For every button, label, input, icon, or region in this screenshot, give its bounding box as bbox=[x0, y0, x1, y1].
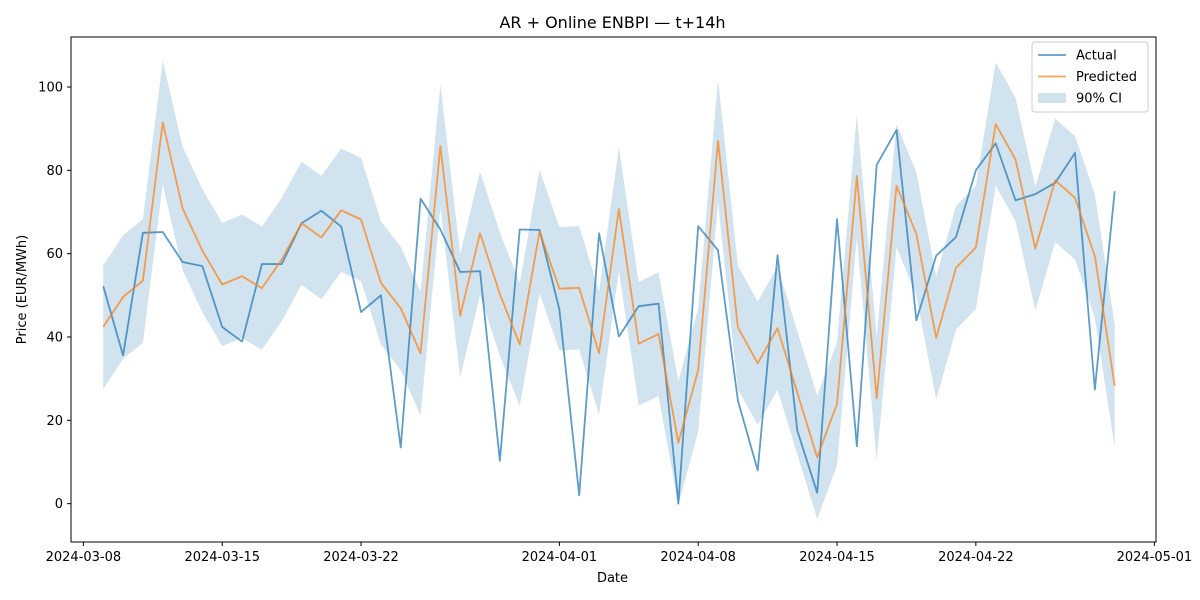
y-axis-label: Price (EUR/MWh) bbox=[15, 235, 30, 344]
x-tick-label: 2024-04-22 bbox=[938, 550, 1014, 565]
y-tick-label: 0 bbox=[55, 497, 63, 512]
plot-frame bbox=[70, 36, 1157, 543]
x-tick-label: 2024-03-22 bbox=[323, 550, 399, 565]
y-axis: 0 20 40 60 80 100 bbox=[38, 81, 71, 512]
y-tick-label: 40 bbox=[46, 331, 63, 346]
y-tick-label: 80 bbox=[46, 164, 63, 179]
chart-title: AR + Online ENBPI — t+14h bbox=[499, 13, 725, 32]
series-layer bbox=[102, 121, 1116, 505]
confidence-band-area bbox=[103, 60, 1115, 520]
series-line-predicted bbox=[102, 121, 1116, 459]
x-tick-label: 2024-05-01 bbox=[1117, 550, 1193, 565]
y-tick-label: 60 bbox=[46, 247, 63, 262]
y-tick-label: 20 bbox=[46, 414, 63, 429]
y-tick-label: 100 bbox=[38, 81, 63, 96]
confidence-band-layer bbox=[103, 60, 1115, 520]
x-tick-label: 2024-04-08 bbox=[660, 550, 736, 565]
x-tick-label: 2024-04-15 bbox=[799, 550, 875, 565]
x-axis-label: Date bbox=[597, 571, 628, 586]
x-tick-label: 2024-03-08 bbox=[46, 550, 122, 565]
legend-swatch bbox=[1038, 93, 1066, 103]
x-axis: 2024-03-08 2024-03-15 2024-03-22 2024-04-01… bbox=[46, 542, 1193, 565]
legend: Actual Predicted 90% CI bbox=[1031, 41, 1149, 113]
legend-label: 90% CI bbox=[1076, 92, 1122, 107]
x-tick-label: 2024-04-01 bbox=[522, 550, 598, 565]
legend-label: Predicted bbox=[1076, 70, 1137, 85]
x-tick-label: 2024-03-15 bbox=[184, 550, 260, 565]
legend-label: Actual bbox=[1076, 49, 1117, 64]
